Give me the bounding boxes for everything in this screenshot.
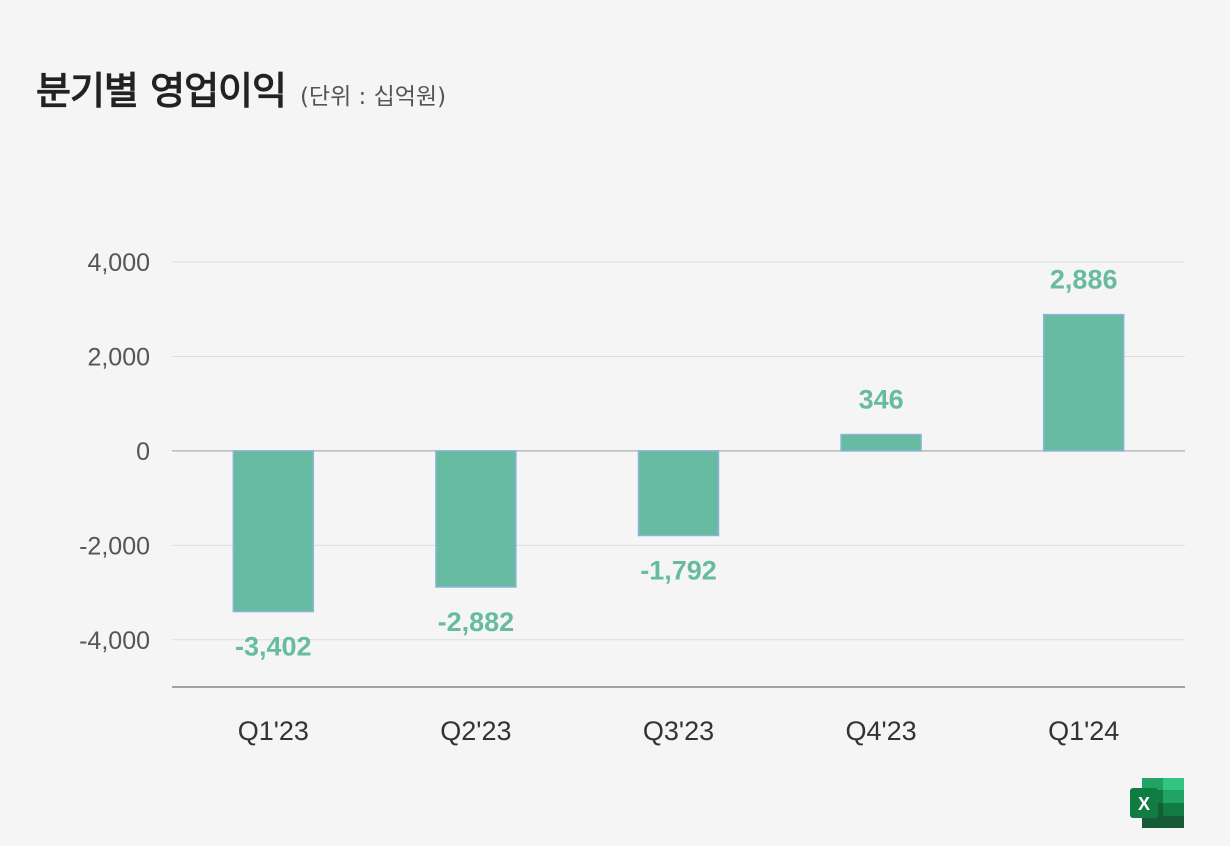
svg-text:X: X bbox=[1138, 794, 1150, 814]
x-tick-label: Q2'23 bbox=[440, 716, 511, 746]
data-label: 2,886 bbox=[1050, 265, 1118, 295]
bar bbox=[1042, 313, 1125, 452]
bar bbox=[840, 433, 922, 452]
y-tick-label: -4,000 bbox=[79, 627, 150, 655]
chart-title: 분기별 영업이익 bbox=[36, 69, 287, 113]
chart-header: 분기별 영업이익 (단위 : 십억원) bbox=[36, 60, 446, 115]
x-tick-label: Q1'24 bbox=[1048, 716, 1119, 746]
data-label: -2,882 bbox=[438, 607, 515, 637]
data-label: 346 bbox=[859, 385, 904, 415]
excel-icon[interactable]: X bbox=[1130, 778, 1184, 828]
x-tick-label: Q4'23 bbox=[845, 716, 916, 746]
data-label: -3,402 bbox=[235, 632, 312, 662]
x-tick-label: Q1'23 bbox=[238, 716, 309, 746]
y-tick-label: -2,000 bbox=[79, 532, 150, 560]
data-label: -1,792 bbox=[640, 556, 717, 586]
unit-label: (단위 : 십억원) bbox=[299, 84, 447, 110]
y-tick-label: 4,000 bbox=[87, 249, 150, 277]
x-tick-label: Q3'23 bbox=[643, 716, 714, 746]
y-tick-label: 0 bbox=[136, 438, 150, 466]
bar bbox=[435, 450, 517, 588]
bar bbox=[232, 450, 315, 613]
y-tick-label: 2,000 bbox=[87, 343, 150, 371]
bar bbox=[637, 450, 720, 537]
